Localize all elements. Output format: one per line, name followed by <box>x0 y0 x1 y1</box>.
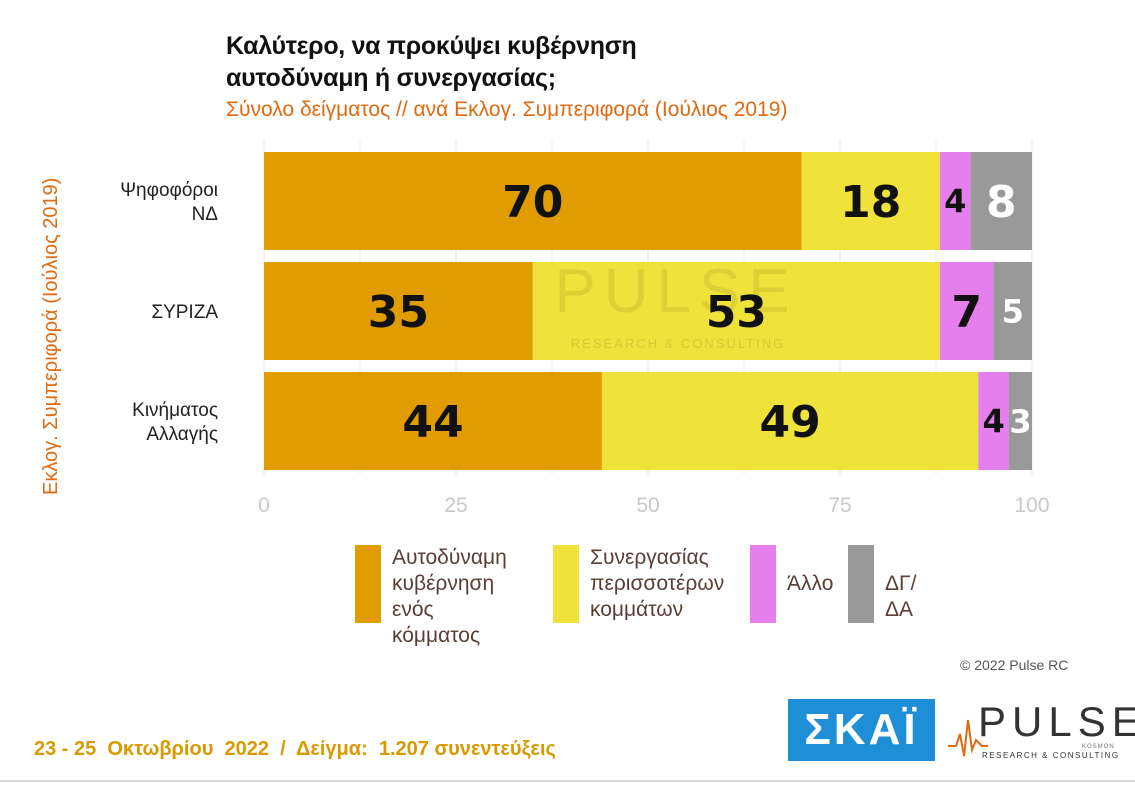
bar-1-0 <box>264 262 533 360</box>
data-label-1-0: 35 <box>368 287 429 338</box>
data-label-2-3: 3 <box>1009 403 1031 441</box>
x-tick-label-50: 50 <box>636 494 659 517</box>
data-label-0-3: 8 <box>986 177 1017 228</box>
bar-2-0 <box>264 372 602 470</box>
legend-swatch-3 <box>848 545 874 623</box>
legend-label-0: Αυτοδύναμη κυβέρνηση ενός κόμματος <box>392 546 507 647</box>
bar-0-0 <box>264 152 802 250</box>
chart-title-line-1: Καλύτερο, να προκύψει κυβέρνηση <box>226 32 637 60</box>
x-tick-label-25: 25 <box>444 494 467 517</box>
bottom-divider <box>0 780 1135 782</box>
data-label-1-3: 5 <box>1002 293 1024 331</box>
bar-1-2 <box>939 262 994 360</box>
watermark-word: PULSE <box>554 257 797 326</box>
chart-title: Καλύτερο, να προκύψει κυβέρνηση αυτοδύνα… <box>226 30 637 94</box>
data-label-2-0: 44 <box>402 397 463 448</box>
data-label-0-1: 18 <box>840 177 901 228</box>
legend-label-3: ΔΓ/ΔΑ <box>885 572 917 621</box>
x-tick-label-100: 100 <box>1014 494 1049 517</box>
bar-0-3 <box>970 152 1032 250</box>
data-label-2-2: 4 <box>982 403 1004 441</box>
x-tick-label-0: 0 <box>258 494 270 517</box>
pulse-heartbeat-icon <box>948 719 988 757</box>
watermark-subtitle: RESEARCH & CONSULTING <box>571 336 785 351</box>
data-label-0-2: 4 <box>944 183 966 221</box>
chart-subtitle: Σύνολο δείγματος // ανά Εκλογ. Συμπεριφο… <box>226 98 788 121</box>
bar-2-1 <box>601 372 979 470</box>
category-label-1: ΣΥΡΙΖΑ <box>151 302 218 323</box>
bar-1-3 <box>993 262 1032 360</box>
pulse-logo-word: PULSE <box>978 698 1135 745</box>
chart-title-line-2: αυτοδύναμη ή συνεργασίας; <box>226 64 556 92</box>
skai-logo: ΣΚΑΪ <box>788 699 935 761</box>
category-label-0: Ψηφοφόροι ΝΔ <box>120 180 218 225</box>
bar-2-2 <box>978 372 1009 470</box>
pulse-logo-subtitle: RESEARCH & CONSULTING <box>982 751 1120 760</box>
category-label-2: Κινήματος Αλλαγής <box>132 400 218 445</box>
legend-swatch-1 <box>553 545 579 623</box>
bar-1-1 <box>532 262 940 360</box>
data-label-2-1: 49 <box>759 397 820 448</box>
data-label-0-0: 70 <box>502 177 563 228</box>
legend-label-1: Συνεργασίας περισσοτέρων κομμάτων <box>590 546 725 621</box>
legend-swatch-2 <box>750 545 776 623</box>
survey-footer: 23 - 25 Οκτωβρίου 2022 / Δείγμα: 1.207 σ… <box>34 738 556 760</box>
data-label-1-1: 53 <box>706 287 767 338</box>
copyright-text: © 2022 Pulse RC <box>960 657 1069 673</box>
x-tick-label-75: 75 <box>828 494 851 517</box>
pulse-logo: PULSE KOSMON RESEARCH & CONSULTING <box>948 698 1135 764</box>
pulse-logo-kosmon: KOSMON <box>1082 744 1115 750</box>
data-label-1-2: 7 <box>951 287 982 338</box>
bar-0-1 <box>801 152 940 250</box>
legend-label-2: Άλλο <box>787 572 834 595</box>
bar-0-2 <box>939 152 971 250</box>
legend-swatch-0 <box>355 545 381 623</box>
bar-2-3 <box>1008 372 1032 470</box>
